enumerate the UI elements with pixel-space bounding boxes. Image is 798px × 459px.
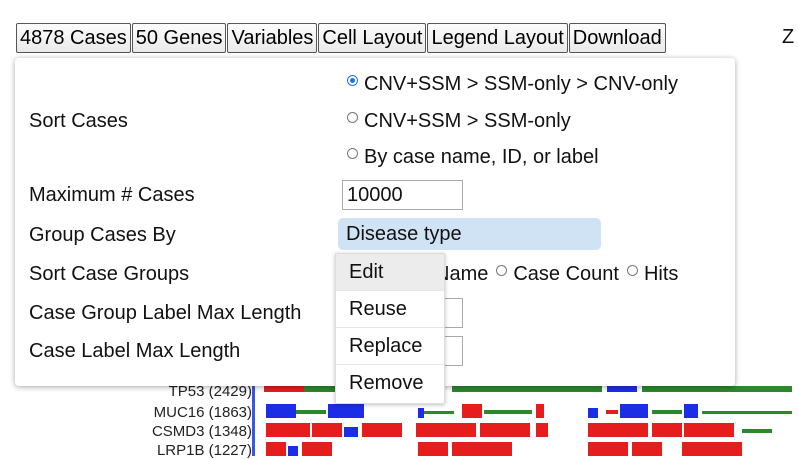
gene-label[interactable]: TP53 (2429) [168,383,252,400]
case-label-max-label: Case Label Max Length [29,340,241,362]
radio-selected-icon[interactable] [347,75,358,86]
variables-button[interactable]: Variables [227,23,318,53]
menu-item-replace[interactable]: Replace [336,328,444,365]
toolbar-overflow-text: Z [782,26,795,48]
radio-icon[interactable] [347,112,358,123]
download-button[interactable]: Download [568,23,666,53]
group-by-selector[interactable]: Disease type [338,218,601,250]
sort-case-groups-label: Sort Case Groups [29,263,190,285]
sort-groups-option-name[interactable]: Name [435,263,488,286]
menu-item-edit[interactable]: Edit [336,254,444,291]
gene-track-lrp1b[interactable] [262,442,798,456]
sort-option-cnv-ssm[interactable]: CNV+SSM > SSM-only [347,110,571,133]
case-group-label-max-label: Case Group Label Max Length [29,302,302,324]
menu-item-remove[interactable]: Remove [349,372,424,394]
sort-groups-option-hits[interactable]: Hits [626,263,679,286]
gene-track-muc16[interactable] [262,404,798,418]
sort-cases-label: Sort Cases [29,110,128,132]
sort-option-label: By case name, ID, or label [364,146,599,168]
radio-icon[interactable] [626,265,638,276]
sort-groups-option-label: Hits [643,263,679,285]
genes-button[interactable]: 50 Genes [131,23,227,53]
cell-layout-button[interactable]: Cell Layout [318,23,427,53]
matrix-toolbar: 4878 Cases 50 Genes Variables Cell Layou… [16,23,667,53]
sort-option-cnv-ssm-cnv[interactable]: CNV+SSM > SSM-only > CNV-only [347,73,678,96]
sort-groups-option-case-count[interactable]: Case Count [496,263,619,286]
max-cases-input[interactable] [342,180,463,210]
gene-label[interactable]: MUC16 (1863) [153,404,252,421]
sort-groups-option-label: Case Count [513,263,619,285]
gene-label[interactable]: LRP1B (1227) [156,442,252,459]
group-cases-by-label: Group Cases By [29,224,176,246]
gene-row-marker [252,386,255,456]
group-by-context-menu: Edit Reuse Replace Remove [335,253,445,404]
radio-icon[interactable] [347,148,358,159]
sort-groups-option-label: Name [435,263,489,285]
max-cases-label: Maximum # Cases [29,184,195,206]
sort-option-label: CNV+SSM > SSM-only > CNV-only [364,73,678,95]
cases-button[interactable]: 4878 Cases [16,23,131,53]
gene-track-csmd3[interactable] [262,423,798,437]
sort-option-label: CNV+SSM > SSM-only [364,110,571,132]
radio-icon[interactable] [496,265,508,276]
sort-option-by-name[interactable]: By case name, ID, or label [347,146,599,169]
gene-label[interactable]: CSMD3 (1348) [151,423,252,440]
oncomatrix-tracks: TP53 (2429) MUC16 (1863) CSMD3 (1348) LR… [0,380,798,458]
legend-layout-button[interactable]: Legend Layout [427,23,568,53]
sort-groups-options: Name Case Count Hits [435,263,686,286]
menu-item-reuse[interactable]: Reuse [336,291,444,328]
